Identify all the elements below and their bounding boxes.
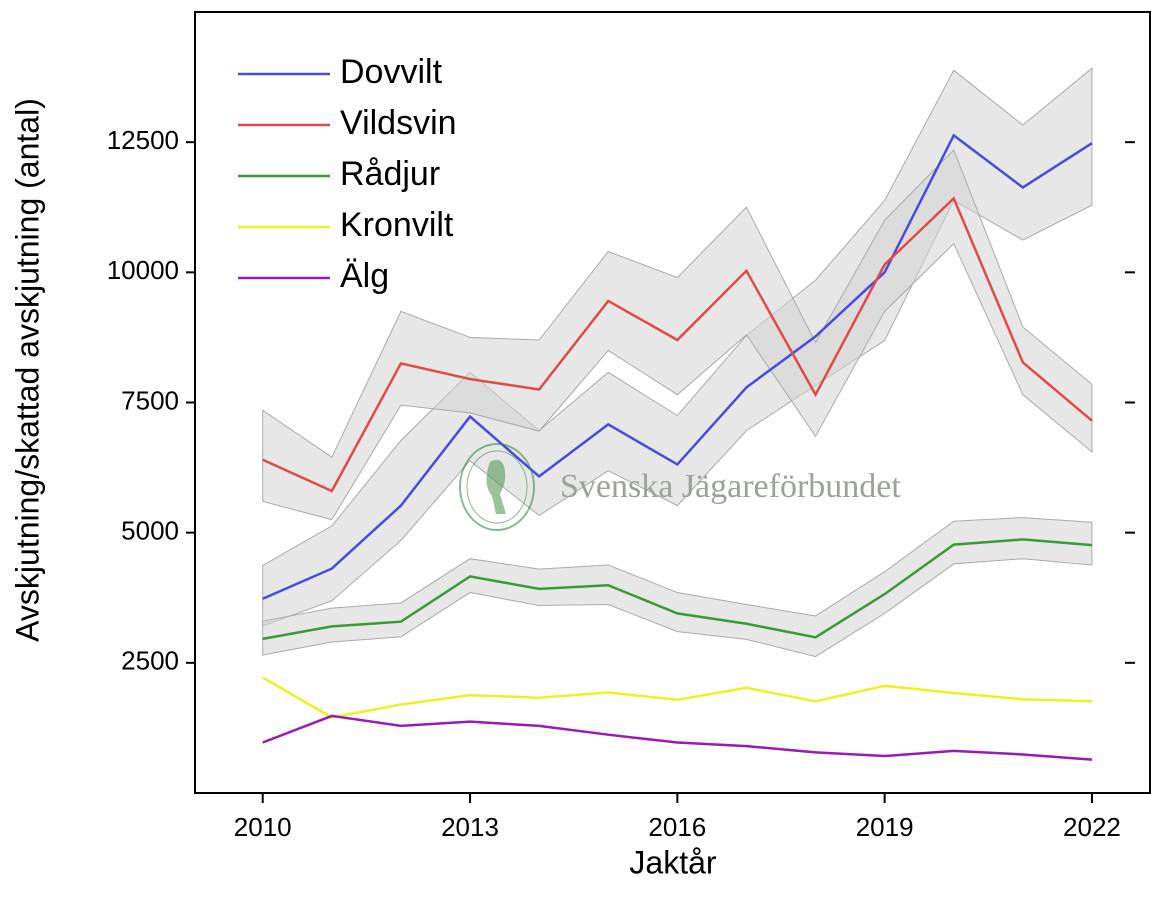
y-tick-label: 5000 (121, 516, 179, 546)
series-line (262, 196, 1093, 493)
y-tick-label: 2500 (121, 646, 179, 676)
x-tick-label: 2013 (441, 812, 499, 842)
legend-label: Älg (340, 257, 389, 295)
x-tick-label: 2010 (234, 812, 292, 842)
series-line (262, 714, 1093, 761)
legend-label: Dovvilt (340, 53, 443, 91)
series-line (262, 676, 1092, 719)
series-line (262, 538, 1093, 641)
confidence-band (262, 149, 1093, 521)
x-tick-label: 2016 (648, 812, 706, 842)
legend-label: Kronvilt (340, 206, 454, 244)
y-tick-label: 10000 (107, 255, 179, 285)
legend-label: Rådjur (340, 155, 440, 193)
y-axis-title: Avskjutning/skattad avskjutning (antal) (9, 98, 45, 642)
watermark-logo (459, 443, 535, 531)
legend-label: Vildsvin (340, 104, 457, 142)
y-tick-label: 12500 (107, 125, 179, 155)
y-tick-label: 7500 (121, 385, 179, 415)
x-axis-title: Jaktår (629, 844, 716, 880)
confidence-band (262, 517, 1093, 658)
watermark: Svenska Jägareförbundet (560, 468, 901, 505)
x-tick-label: 2019 (856, 812, 914, 842)
plot-area (262, 67, 1093, 761)
x-tick-label: 2022 (1063, 812, 1121, 842)
series-line (262, 133, 1093, 600)
